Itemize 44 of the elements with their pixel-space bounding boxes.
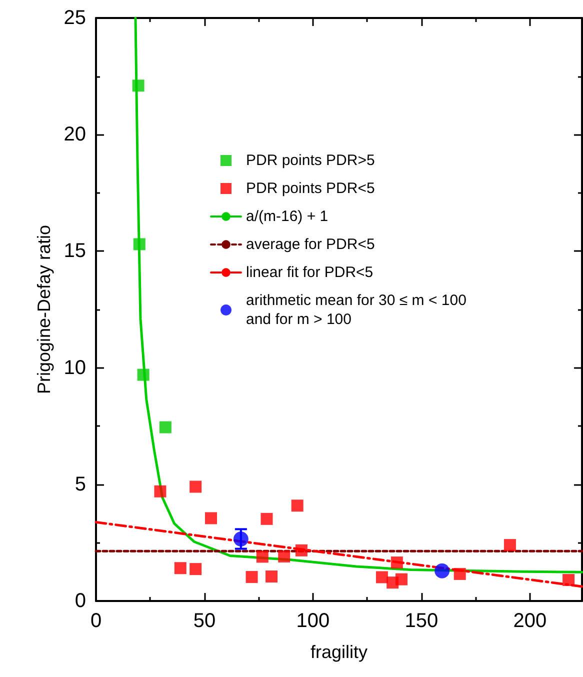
x-tick-label: 150 (404, 610, 438, 632)
y-axis-title: Prigogine-Defay ratio (34, 224, 54, 394)
point (233, 531, 248, 546)
legend-label: average for PDR<5 (246, 236, 375, 253)
x-tick-label: 200 (513, 610, 547, 632)
legend-label: PDR points PDR<5 (246, 180, 375, 197)
y-tick-label: 15 (64, 240, 86, 262)
point (376, 571, 388, 584)
point (204, 512, 217, 524)
point (190, 480, 202, 493)
point (137, 368, 150, 381)
x-tick-label: 0 (90, 610, 102, 632)
legend-label: PDR points PDR>5 (246, 152, 375, 169)
legend-label: a/(m-16) + 1 (246, 208, 328, 225)
point (174, 562, 186, 574)
point (132, 80, 144, 92)
point (154, 485, 166, 498)
point (256, 550, 268, 563)
legend-label: arithmetic mean for 30 ≤ m < 100 and for m > 100 (246, 292, 466, 328)
point (133, 238, 146, 250)
point (504, 539, 516, 552)
legend-label: linear fit for PDR<5 (246, 264, 374, 281)
y-tick-label: 25 (64, 7, 86, 29)
y-tick-label: 20 (64, 124, 86, 146)
y-tick-label: 0 (74, 590, 86, 612)
y-tick-label: 5 (74, 473, 86, 496)
point (260, 512, 273, 525)
line-series (134, 16, 583, 574)
x-tick-label: 50 (193, 610, 216, 632)
point (434, 563, 450, 578)
point (246, 570, 258, 583)
y-tick-label: 10 (64, 356, 86, 379)
point (159, 421, 172, 434)
point (291, 500, 304, 512)
point (562, 574, 575, 586)
x-tick-label: 100 (296, 610, 330, 632)
point (395, 573, 408, 586)
point (266, 570, 278, 583)
point (190, 563, 202, 576)
point (454, 568, 466, 580)
point (390, 556, 403, 569)
x-axis-title: fragility (310, 642, 368, 662)
point (295, 544, 308, 556)
point (278, 550, 290, 562)
